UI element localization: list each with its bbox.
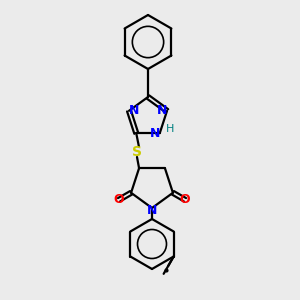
Text: N: N (129, 104, 139, 117)
Text: N: N (147, 203, 157, 217)
Text: S: S (132, 145, 142, 159)
Text: O: O (114, 193, 124, 206)
Text: N: N (157, 104, 167, 117)
Text: H: H (166, 124, 174, 134)
Text: N: N (150, 127, 160, 140)
Text: O: O (180, 193, 190, 206)
